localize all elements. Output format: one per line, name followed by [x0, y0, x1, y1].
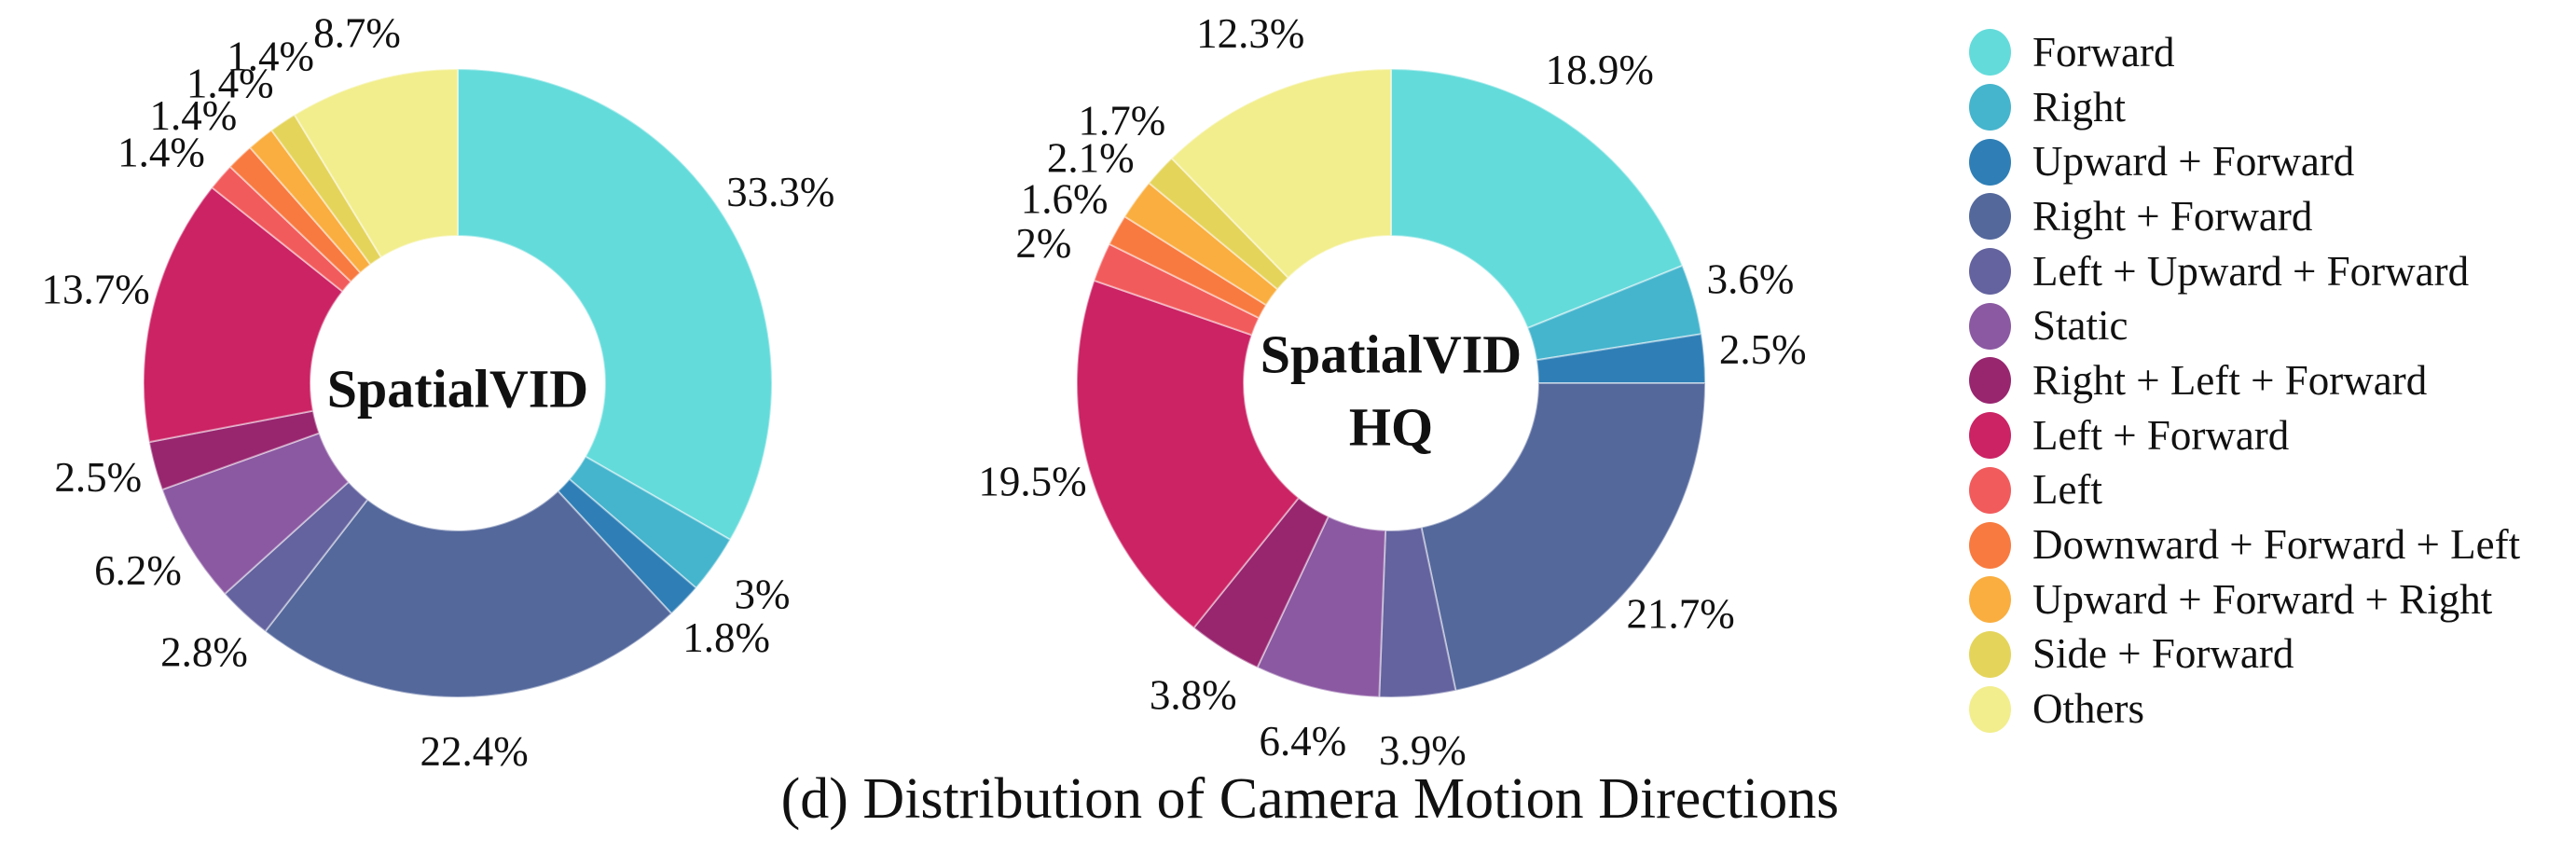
donut-spatialvid-value-label-upward-forward: 1.8%: [682, 614, 770, 661]
legend-swatch-side-forward: [1969, 630, 2011, 678]
legend-swatch-others: [1969, 685, 2011, 733]
donut-spatialvid-hq-value-label-right-forward: 21.7%: [1626, 590, 1734, 637]
legend-label-side-forward: Side + Forward: [2032, 630, 2294, 678]
donut-spatialvid-hq-value-label-others: 12.3%: [1196, 10, 1304, 57]
legend-label-left: Left: [2032, 466, 2102, 514]
legend-swatch-downward-forward-left: [1969, 521, 2011, 569]
legend-label-left-upward-forward: Left + Upward + Forward: [2032, 247, 2470, 295]
donut-spatialvid-value-label-left: 1.4%: [117, 130, 205, 176]
legend-item-side-forward: Side + Forward: [1969, 627, 2520, 682]
figure-caption: (d) Distribution of Camera Motion Direct…: [780, 767, 1839, 831]
donut-spatialvid-value-label-forward: 33.3%: [726, 169, 834, 215]
legend-swatch-left-forward: [1969, 412, 2011, 460]
donut-spatialvid-hq-value-label-right: 3.6%: [1707, 256, 1795, 303]
legend-item-static: Static: [1969, 298, 2520, 353]
donut-spatialvid-value-label-right: 3%: [735, 571, 791, 617]
legend-swatch-right-forward: [1969, 193, 2011, 241]
donut-spatialvid-hq-slice-forward: [1390, 67, 1684, 330]
donut-spatialvid-value-label-left-upward-forward: 2.8%: [160, 629, 248, 676]
legend-swatch-left: [1969, 466, 2011, 514]
donut-spatialvid-value-label-downward-forward-left: 1.4%: [150, 92, 238, 139]
legend-item-left: Left: [1969, 463, 2520, 518]
donut-spatialvid-value-label-right-forward: 22.4%: [420, 728, 528, 775]
legend-label-static: Static: [2032, 302, 2128, 350]
donut-spatialvid-value-label-others: 8.7%: [313, 9, 401, 56]
donut-spatialvid-hq-slice-right: [1526, 264, 1702, 362]
donut-spatialvid-hq-value-label-right-left-forward: 3.8%: [1150, 671, 1237, 718]
legend-item-left-upward-forward: Left + Upward + Forward: [1969, 244, 2520, 299]
legend-swatch-left-upward-forward: [1969, 248, 2011, 296]
donut-spatialvid-value-label-side-forward: 1.4%: [227, 33, 314, 79]
legend-label-upward-forward: Upward + Forward: [2032, 138, 2355, 186]
legend-item-right: Right: [1969, 80, 2520, 135]
donut-spatialvid-hq-slice-others: [1170, 67, 1392, 280]
donut-spatialvid-value-label-upward-forward-right: 1.4%: [186, 61, 274, 107]
donut-spatialvid: 33.3%3%1.8%22.4%2.8%6.2%2.5%13.7%1.4%1.4…: [41, 9, 834, 775]
donut-spatialvid-hq-value-label-downward-forward-left: 1.6%: [1021, 175, 1109, 222]
legend-label-right: Right: [2032, 83, 2127, 131]
legend-label-right-forward: Right + Forward: [2032, 192, 2313, 240]
donut-spatialvid-hq-value-label-left-upward-forward: 3.9%: [1379, 727, 1467, 774]
legend-item-left-forward: Left + Forward: [1969, 408, 2520, 463]
donut-spatialvid-value-label-right-left-forward: 2.5%: [54, 454, 142, 501]
donut-spatialvid-hq-value-label-forward: 18.9%: [1546, 47, 1654, 93]
legend-swatch-upward-forward-right: [1969, 576, 2011, 624]
legend: Forward Right Upward + Forward Right + Forw…: [1969, 25, 2520, 737]
donut-spatialvid-value-label-static: 6.2%: [94, 547, 182, 594]
legend-swatch-right: [1969, 84, 2011, 131]
donut-spatialvid-hq: 18.9% 3.6% 2.5% 21.7% 3.9% 6.4% 3.8% 19.5% 2%1.6…: [978, 10, 1806, 774]
donut-spatialvid-hq-value-label-side-forward: 1.7%: [1079, 97, 1166, 144]
donut-spatialvid-hq-value-label-upward-forward-right: 2.1%: [1047, 134, 1135, 181]
donut-spatialvid-slice-right-forward: [264, 489, 673, 698]
legend-item-right-forward: Right + Forward: [1969, 189, 2520, 244]
donut-spatialvid-slice-forward: [457, 67, 773, 542]
donut-spatialvid-hq-value-label-static: 6.4%: [1260, 718, 1347, 764]
donut-spatialvid-hq-slice-left-forward: [1076, 279, 1301, 629]
donut-spatialvid-hq-value-label-upward-forward: 2.5%: [1719, 326, 1807, 373]
legend-item-right-left-forward: Right + Left + Forward: [1969, 353, 2520, 408]
donut-spatialvid-hq-value-label-left-forward: 19.5%: [978, 459, 1086, 505]
donut-spatialvid-hq-center-label-line-2: HQ: [1349, 396, 1433, 457]
donut-spatialvid-slice-others: [293, 67, 459, 259]
legend-swatch-upward-forward: [1969, 138, 2011, 186]
donut-spatialvid-center-label: SpatialVID: [327, 358, 588, 419]
donut-spatialvid-slice-static: [160, 432, 351, 596]
legend-label-right-left-forward: Right + Left + Forward: [2032, 356, 2428, 404]
legend-label-forward: Forward: [2032, 28, 2175, 76]
legend-label-downward-forward-left: Downward + Forward + Left: [2032, 521, 2521, 569]
legend-item-downward-forward-left: Downward + Forward + Left: [1969, 517, 2520, 572]
donut-spatialvid-hq-value-label-left: 2%: [1015, 220, 1071, 267]
donut-spatialvid-slice-left-forward: [143, 186, 344, 444]
legend-swatch-right-left-forward: [1969, 357, 2011, 405]
legend-label-others: Others: [2032, 685, 2144, 733]
legend-label-left-forward: Left + Forward: [2032, 411, 2290, 459]
legend-item-upward-forward-right: Upward + Forward + Right: [1969, 572, 2520, 627]
legend-swatch-forward: [1969, 29, 2011, 76]
legend-item-others: Others: [1969, 682, 2520, 737]
donut-spatialvid-value-label-left-forward: 13.7%: [41, 267, 149, 313]
legend-item-upward-forward: Upward + Forward: [1969, 134, 2520, 189]
donut-spatialvid-hq-center-label: SpatialVID: [1260, 324, 1522, 384]
legend-swatch-static: [1969, 302, 2011, 350]
legend-item-forward: Forward: [1969, 25, 2520, 80]
donut-spatialvid-hq-slice-right-forward: [1420, 382, 1707, 692]
legend-label-upward-forward-right: Upward + Forward + Right: [2032, 575, 2493, 623]
